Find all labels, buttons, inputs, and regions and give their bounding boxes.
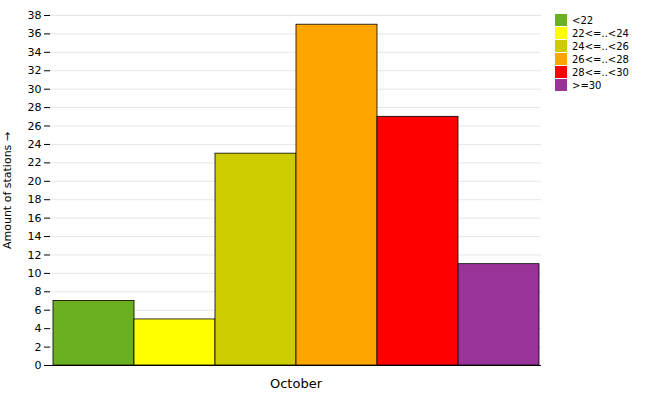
html-text:24<=..<26: 24<=..<26 xyxy=(572,40,629,52)
html-text:26<=..<28: 26<=..<28 xyxy=(572,53,629,65)
svg-text:26: 26 xyxy=(28,120,42,133)
svg-text:14: 14 xyxy=(28,230,42,243)
svg-text:20: 20 xyxy=(28,175,42,188)
html-text:>=30: >=30 xyxy=(572,79,602,91)
svg-text:24: 24 xyxy=(28,138,42,151)
svg-text:30: 30 xyxy=(28,83,42,96)
html-text:<22: <22 xyxy=(572,14,594,26)
svg-text:16: 16 xyxy=(28,212,42,225)
svg-text:2: 2 xyxy=(35,341,42,354)
html-text:28<=..<30: 28<=..<30 xyxy=(572,66,629,78)
svg-text:12: 12 xyxy=(28,248,42,261)
svg-text:36: 36 xyxy=(28,27,42,40)
svg-text:10: 10 xyxy=(28,267,42,280)
svg-text:38: 38 xyxy=(28,9,42,22)
svg-text:34: 34 xyxy=(28,46,42,59)
svg-text:18: 18 xyxy=(28,193,42,206)
svg-text:6: 6 xyxy=(35,304,42,317)
svg-text:28: 28 xyxy=(28,101,42,114)
svg-text:4: 4 xyxy=(35,322,42,335)
svg-text:32: 32 xyxy=(28,64,42,77)
svg-text:0: 0 xyxy=(35,359,42,372)
svg-text:Amount of stations →: Amount of stations → xyxy=(1,132,14,249)
svg-text:22: 22 xyxy=(28,156,42,169)
html-text:22<=..<24: 22<=..<24 xyxy=(572,27,629,39)
svg-text:October: October xyxy=(270,376,323,391)
svg-text:8: 8 xyxy=(35,285,42,298)
